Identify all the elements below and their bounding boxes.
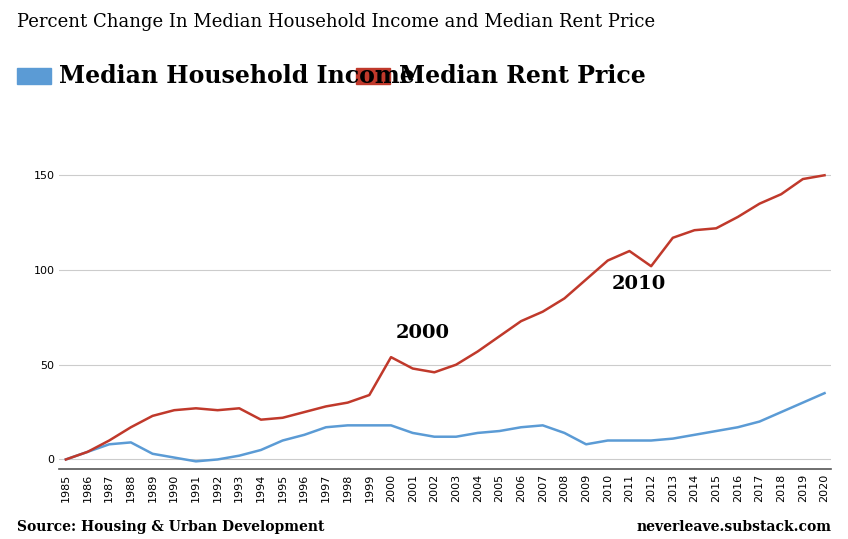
Text: Percent Change In Median Household Income and Median Rent Price: Percent Change In Median Household Incom… bbox=[17, 13, 656, 31]
Text: neverleave.substack.com: neverleave.substack.com bbox=[636, 520, 831, 534]
Text: 2010: 2010 bbox=[612, 275, 667, 293]
Text: 2000: 2000 bbox=[395, 324, 449, 342]
Text: Median Household Income: Median Household Income bbox=[59, 64, 416, 88]
Text: Median Rent Price: Median Rent Price bbox=[399, 64, 645, 88]
Text: Source: Housing & Urban Development: Source: Housing & Urban Development bbox=[17, 520, 324, 534]
